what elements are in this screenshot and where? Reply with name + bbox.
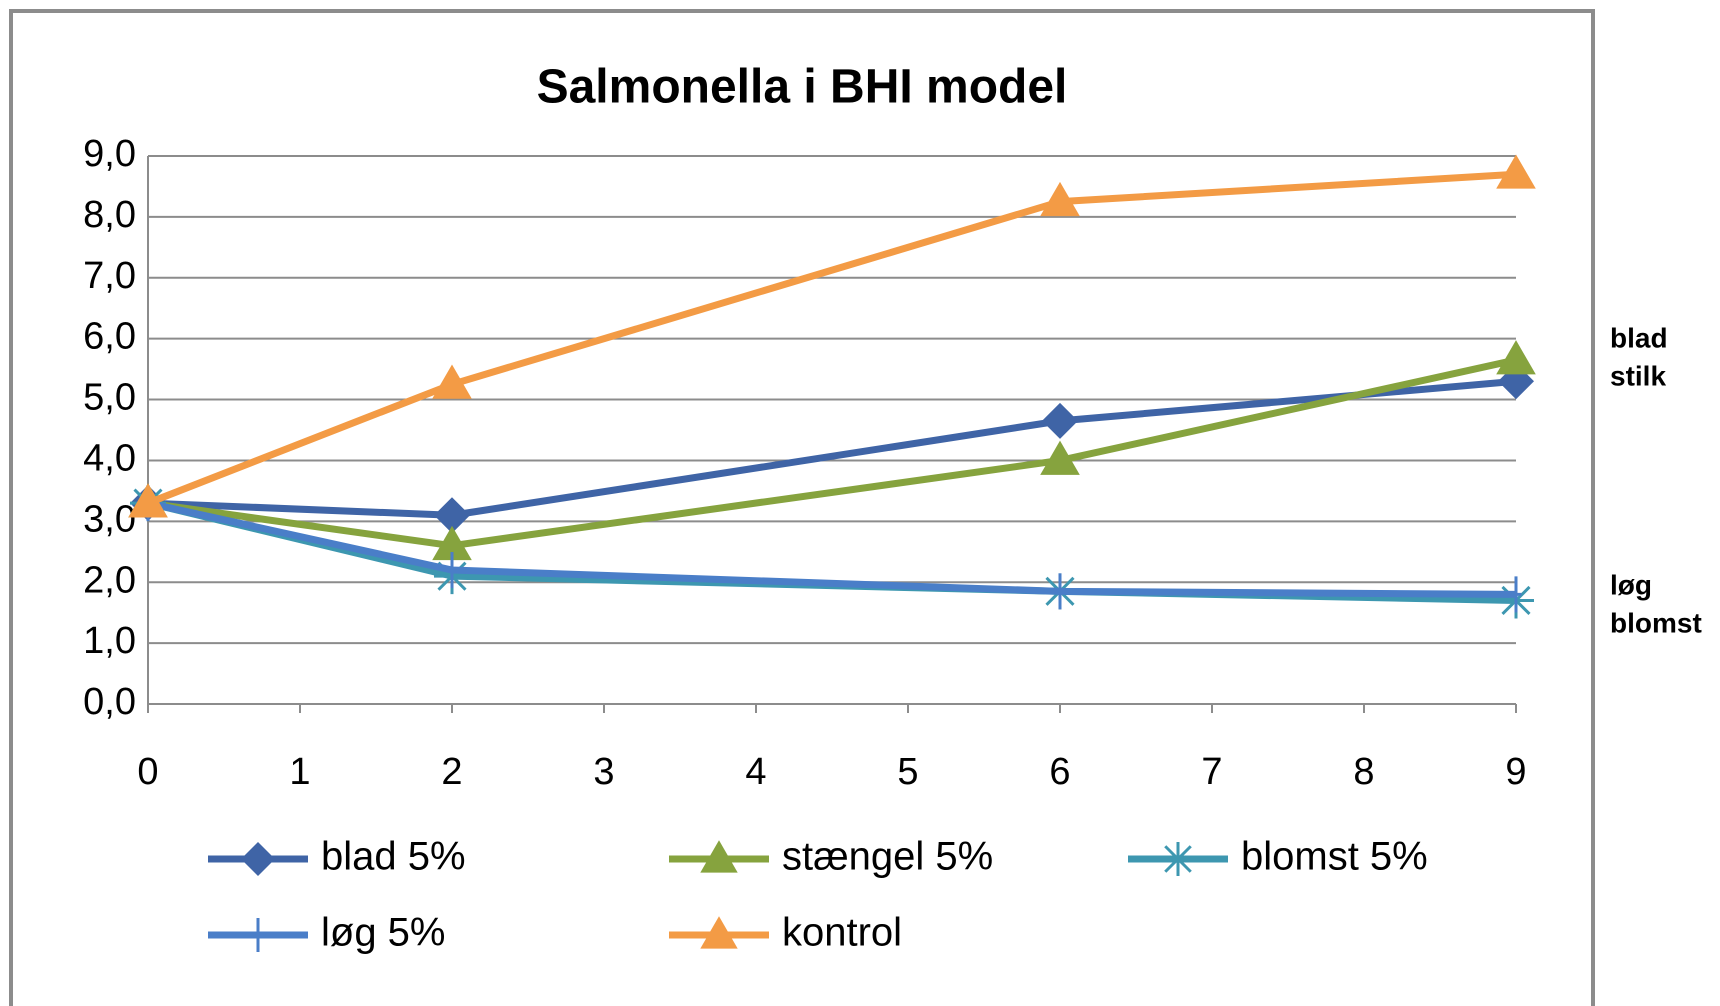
- marker: [1161, 842, 1195, 876]
- x-tick-label: 1: [289, 751, 310, 793]
- y-tick-label: 1,0: [83, 620, 136, 662]
- legend-label: stængel 5%: [782, 835, 993, 879]
- marker: [432, 364, 472, 399]
- marker: [1496, 154, 1536, 189]
- marker: [128, 483, 168, 518]
- x-tick-label: 7: [1201, 751, 1222, 793]
- legend-label: kontrol: [782, 911, 902, 955]
- marker: [700, 916, 738, 949]
- legend-label: blomst 5%: [1241, 835, 1428, 879]
- annotation: stilk: [1610, 360, 1666, 391]
- y-tick-label: 3,0: [83, 498, 136, 540]
- x-tick-label: 2: [441, 751, 462, 793]
- annotation: blad: [1610, 322, 1668, 353]
- x-tick-label: 5: [897, 751, 918, 793]
- marker: [1040, 181, 1080, 217]
- x-tick-label: 4: [745, 751, 766, 793]
- marker: [252, 918, 264, 952]
- x-tick-label: 9: [1505, 751, 1526, 793]
- y-tick-label: 7,0: [83, 255, 136, 297]
- marker: [1054, 573, 1066, 610]
- marker: [1040, 440, 1080, 475]
- marker: [1496, 340, 1536, 375]
- legend-label: blad 5%: [321, 835, 466, 879]
- series: [128, 154, 1536, 518]
- x-tick-label: 3: [593, 751, 614, 793]
- annotation: løg: [1610, 569, 1652, 600]
- y-tick-label: 5,0: [83, 377, 136, 419]
- line: [147, 356, 1517, 550]
- marker: [434, 497, 470, 534]
- y-tick-label: 6,0: [83, 316, 136, 358]
- annotation: blomst: [1610, 607, 1702, 638]
- marker: [432, 525, 472, 561]
- y-tick-label: 0,0: [83, 681, 136, 723]
- marker: [1042, 402, 1078, 439]
- marker: [700, 840, 738, 873]
- y-tick-label: 9,0: [83, 133, 136, 175]
- line: [147, 499, 1517, 598]
- legend-label: løg 5%: [321, 911, 446, 955]
- line: [147, 377, 1517, 519]
- y-tick-label: 4,0: [83, 437, 136, 479]
- marker: [241, 842, 275, 876]
- line: [146, 170, 1517, 507]
- y-tick-label: 8,0: [83, 194, 136, 236]
- marker: [1510, 576, 1522, 613]
- y-tick-label: 2,0: [83, 559, 136, 601]
- x-tick-label: 0: [137, 751, 158, 793]
- x-tick-label: 6: [1049, 751, 1070, 793]
- x-tick-label: 8: [1353, 751, 1374, 793]
- marker: [446, 552, 458, 589]
- chart-title: Salmonella i BHI model: [537, 61, 1068, 114]
